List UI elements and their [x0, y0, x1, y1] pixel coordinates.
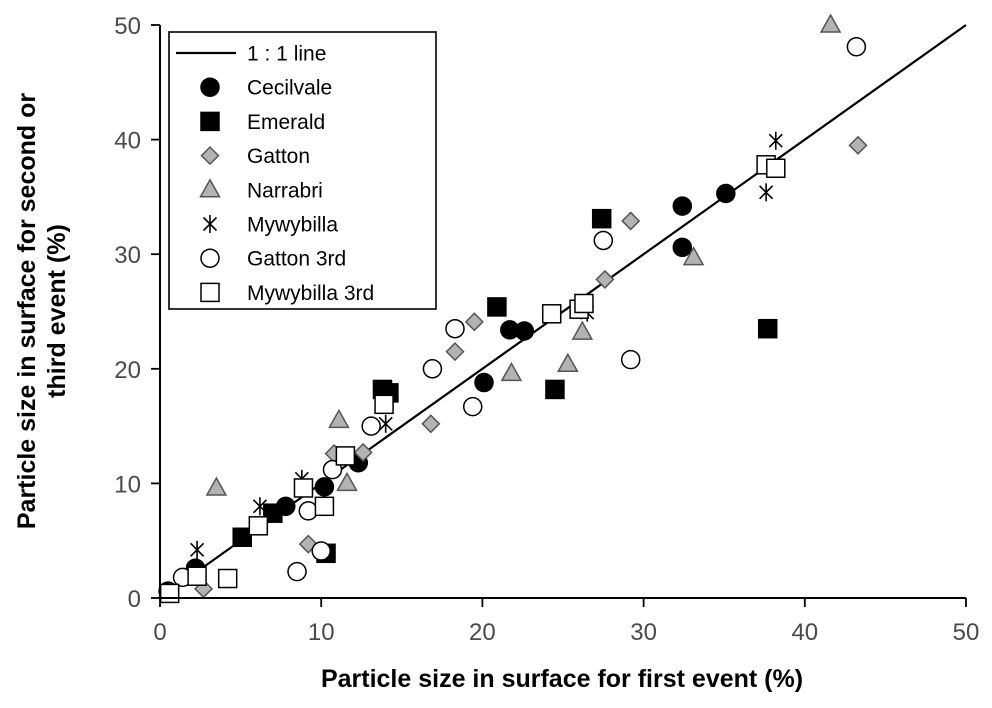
- point-gatton-3rd: [593, 230, 614, 251]
- legend-label: Emerald: [247, 111, 325, 134]
- point-cecilvale: [672, 196, 693, 216]
- y-axis-title-line-1: Particle size in surface for second or: [13, 93, 41, 530]
- y-axis-title: Particle size in surface for second or t…: [13, 93, 71, 530]
- point-gatton-3rd: [620, 349, 641, 370]
- point-narrabri: [500, 361, 523, 382]
- point-gatton: [595, 269, 615, 289]
- legend-label: Mywybilla 3rd: [247, 282, 374, 305]
- point-mywybilla: [378, 414, 393, 433]
- legend-symbol-narrabri: [199, 178, 221, 198]
- legend-symbol-mywybilla: [202, 215, 218, 233]
- point-mywybilla-3rd: [335, 446, 356, 466]
- point-gatton: [848, 135, 868, 155]
- point-cecilvale: [716, 183, 736, 204]
- point-gatton-3rd: [311, 541, 331, 561]
- x-tick-label: 20: [469, 619, 496, 646]
- point-mywybilla-3rd: [159, 583, 180, 604]
- x-axis-title: Particle size in surface for first event…: [321, 665, 803, 693]
- point-mywybilla-3rd: [541, 304, 562, 324]
- point-gatton: [445, 342, 465, 362]
- legend-symbol-emerald: [200, 111, 220, 132]
- point-mywybilla: [759, 183, 774, 202]
- point-narrabri: [205, 476, 228, 496]
- point-narrabri: [328, 408, 350, 429]
- y-tick-label: 10: [114, 471, 141, 498]
- y-tick-label: 40: [114, 128, 141, 155]
- y-tick-label: 50: [114, 13, 141, 40]
- point-cecilvale: [514, 321, 535, 341]
- point-emerald: [591, 208, 612, 229]
- legend-label: Narrabri: [247, 179, 323, 202]
- x-tick-label: 0: [153, 619, 166, 646]
- point-mywybilla-3rd: [374, 394, 394, 415]
- point-narrabri: [557, 352, 579, 372]
- x-tick-label: 50: [953, 619, 980, 646]
- y-tick-label: 20: [114, 357, 141, 384]
- legend-label: Gatton 3rd: [247, 248, 346, 271]
- x-tick-label: 10: [308, 619, 335, 646]
- legend-label: Gatton: [247, 145, 310, 168]
- x-tick-label: 30: [630, 619, 657, 646]
- point-emerald: [487, 297, 507, 317]
- point-mywybilla-3rd: [217, 568, 238, 589]
- ticks-layer: 0 10 20 30 40 50 0 10 20 30 40 50: [114, 13, 979, 646]
- axes-layer: [159, 25, 966, 599]
- point-narrabri: [819, 13, 842, 33]
- point-narrabri: [571, 320, 594, 340]
- point-cecilvale: [474, 372, 494, 393]
- legend-symbol-cecilvale: [200, 77, 220, 97]
- point-mywybilla: [252, 497, 268, 516]
- y-tick-label: 0: [128, 586, 141, 613]
- point-emerald: [263, 503, 283, 523]
- legend: 1 : 1 line Cecilvale Emerald Gatton Narrabri…: [168, 31, 437, 310]
- point-mywybilla-3rd: [314, 496, 335, 517]
- point-narrabri: [336, 471, 358, 492]
- point-mywybilla-3rd: [766, 158, 786, 178]
- legend-label: 1 : 1 line: [247, 43, 326, 66]
- point-gatton-3rd: [445, 318, 465, 339]
- point-gatton-3rd: [462, 396, 483, 417]
- y-axis-title-line-2: third event (%): [43, 224, 71, 398]
- point-cecilvale: [314, 477, 335, 497]
- point-mywybilla-3rd: [293, 478, 314, 498]
- point-gatton: [621, 211, 641, 231]
- point-gatton: [421, 414, 441, 434]
- legend-symbol-gatton-3rd: [200, 248, 220, 268]
- x-tick-label: 40: [791, 619, 818, 646]
- point-gatton-3rd: [298, 501, 319, 521]
- point-mywybilla: [768, 131, 783, 150]
- point-gatton-3rd: [361, 416, 381, 436]
- point-gatton: [464, 312, 484, 332]
- point-mywybilla-3rd: [187, 566, 207, 586]
- point-gatton: [353, 442, 373, 463]
- legend-symbol-mywybilla-3rd: [200, 282, 220, 303]
- point-mywybilla-3rd: [574, 293, 594, 314]
- point-gatton-3rd: [422, 359, 443, 379]
- legend-symbol-gatton: [200, 146, 220, 166]
- point-mywybilla-3rd: [248, 516, 269, 536]
- point-cecilvale: [672, 237, 693, 258]
- point-emerald: [545, 379, 565, 400]
- legend-label: Cecilvale: [247, 77, 332, 100]
- data-points-layer: [158, 13, 868, 604]
- point-gatton-3rd: [287, 561, 307, 582]
- y-tick-label: 30: [114, 242, 141, 269]
- point-emerald: [757, 318, 778, 339]
- legend-label: Mywybilla: [247, 214, 338, 237]
- point-mywybilla: [190, 540, 205, 559]
- point-narrabri: [682, 246, 705, 266]
- point-gatton-3rd: [846, 37, 867, 57]
- point-emerald: [232, 527, 252, 548]
